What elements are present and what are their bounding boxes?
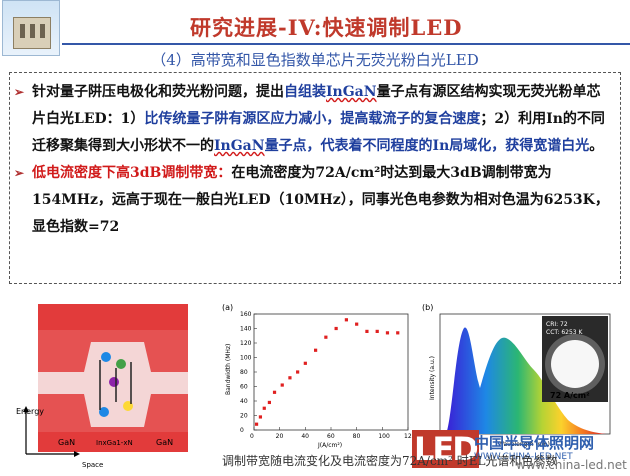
gan-right-label: GaN xyxy=(156,438,173,447)
x-tick-label: 40 xyxy=(301,433,309,440)
bandwidth-point xyxy=(344,318,348,322)
bullet-1-run: 针对量子阱压电极化和荧光粉问题，提出 xyxy=(32,84,284,100)
y-tick-label: 120 xyxy=(240,340,252,347)
band-diagram: Energy Space GaN InxGa1-xN GaN xyxy=(16,302,196,472)
ingan-label: InxGa1-xN xyxy=(96,439,133,447)
x-tick-label: 20 xyxy=(276,433,284,440)
y-tick-label: 80 xyxy=(240,369,248,376)
bandwidth-chart: (a) Bandwidth (MHz) J(A/cm²) 0 20 40 60 80 10… xyxy=(218,300,418,450)
bandwidth-chart-svg: (a) Bandwidth (MHz) J(A/cm²) 0 20 40 60 80 10… xyxy=(222,303,416,449)
spectrum-chart-svg: (b) Intensity (a.u.) Wavelength (nm) CRI… xyxy=(422,303,611,448)
bandwidth-point xyxy=(324,335,328,339)
bullet-1-run: 。 xyxy=(589,138,604,154)
figure-caption: 调制带宽随电流变化及电流密度为72A/cm² 时EL光谱和色参数 xyxy=(222,454,558,468)
bandwidth-point xyxy=(314,348,318,352)
slide-title: 研究进展-IV:快速调制LED xyxy=(190,15,463,40)
watermark-name: 中国半导体照明网 xyxy=(474,434,595,452)
bullet-1-text: 针对量子阱压电极化和荧光粉问题，提出自组装InGaN量子点有源区结构实现无荧光粉… xyxy=(32,84,605,154)
bandwidth-point xyxy=(365,329,369,333)
bullet-1-run: ；2）利用In的不同迁移聚集得到大小形状不一的 xyxy=(32,111,605,154)
bandwidth-point xyxy=(267,400,271,405)
energy-axis-label: Energy xyxy=(16,407,44,416)
bandwidth-point xyxy=(355,322,359,326)
bandwidth-point xyxy=(280,383,284,387)
y-tick-label: 20 xyxy=(240,413,248,420)
bandwidth-point xyxy=(375,329,379,333)
bandwidth-point xyxy=(288,376,292,380)
bullet-1-run: 量子点有源区结构实现无荧光粉单芯片白光LED：1） xyxy=(32,84,601,127)
x-tick-label: 0 xyxy=(250,433,254,440)
bandwidth-xlabel: J(A/cm²) xyxy=(317,442,342,449)
spectrum-chart: (b) Intensity (a.u.) Wavelength (nm) CRI… xyxy=(418,300,618,450)
x-tick-label: 80 xyxy=(353,433,361,440)
bullet-1-run: InGaN xyxy=(326,84,377,100)
x-tick-label: 100 xyxy=(378,433,390,440)
x-tick-label: 120 xyxy=(404,433,416,440)
bullet-2: ➢ 低电流密度下高3dB调制带宽：在电流密度为72A/cm²时达到最大3dB调制… xyxy=(14,160,610,241)
y-tick-label: 140 xyxy=(240,326,252,333)
y-tick-label: 160 xyxy=(240,311,252,318)
gan-left-label: GaN xyxy=(58,438,75,447)
title-divider xyxy=(62,43,630,45)
bullet-box: ➢ 针对量子阱压电极化和荧光粉问题，提出自组装InGaN量子点有源区结构实现无荧… xyxy=(9,72,621,284)
bandwidth-point xyxy=(396,331,400,335)
bandwidth-ylabel: Bandwidth (MHz) xyxy=(225,344,232,395)
bandwidth-point xyxy=(334,326,338,331)
watermark-site: www.china-led.net xyxy=(516,458,627,472)
band-diagram-svg: Energy Space GaN InxGa1-xN GaN xyxy=(16,304,188,469)
current-density-label: 72 A/cm² xyxy=(550,391,590,400)
plot-frame xyxy=(253,313,409,431)
bullet-2-run: 低电流密度下高3dB调制带宽： xyxy=(32,165,232,181)
led-logo: LED xyxy=(412,430,479,468)
bullet-1-run: 量子点，代表着不同程度的In局域化，获得宽谱白光 xyxy=(264,138,590,154)
bullet-1: ➢ 针对量子阱压电极化和荧光粉问题，提出自组装InGaN量子点有源区结构实现无荧… xyxy=(14,79,610,160)
bandwidth-point xyxy=(258,415,263,419)
led-logo-text: LED xyxy=(412,430,479,468)
y-tick-label: 0 xyxy=(240,427,244,434)
bandwidth-point xyxy=(272,390,277,394)
institute-logo xyxy=(2,0,60,56)
bullet-1-run: 比传统量子阱有源区应力减小，提高载流子的复合速度 xyxy=(144,111,481,127)
slide-subtitle: （4）高带宽和显色指数单芯片无荧光粉白光LED xyxy=(151,51,479,69)
space-axis-label: Space xyxy=(82,461,103,469)
spectrum-xlabel: Wavelength (nm) xyxy=(498,441,550,448)
panel-a-label: (a) xyxy=(222,303,233,312)
bullet-2-text: 低电流密度下高3dB调制带宽：在电流密度为72A/cm²时达到最大3dB调制带宽… xyxy=(32,165,609,235)
panel-b-label: (b) xyxy=(422,303,433,312)
x-tick-label: 60 xyxy=(327,433,335,440)
bullet-2-run: 在电流密度为72A/cm²时达到最大3dB调制带宽为154MHz，远高于现在一般… xyxy=(32,165,609,235)
bullet-1-run: 自组装 xyxy=(284,84,326,100)
arrow-bullet-icon: ➢ xyxy=(14,85,25,99)
bandwidth-point xyxy=(303,361,307,365)
bandwidth-point xyxy=(296,370,300,374)
y-tick-label: 60 xyxy=(240,384,248,391)
y-tick-label: 40 xyxy=(240,398,248,405)
arrow-bullet-icon: ➢ xyxy=(14,166,25,180)
bandwidth-point xyxy=(385,331,390,335)
spectrum-ylabel: Intensity (a.u.) xyxy=(429,356,436,400)
bullet-1-run: InGaN xyxy=(214,138,265,154)
bandwidth-point xyxy=(262,406,266,410)
y-tick-label: 100 xyxy=(240,355,252,362)
cri-value: CRI: 72 xyxy=(546,321,568,328)
cct-value: CCT: 6253 K xyxy=(546,329,583,336)
watermark-en: WWW.CHINA-LED.NET xyxy=(474,452,573,462)
bandwidth-point xyxy=(254,422,259,426)
